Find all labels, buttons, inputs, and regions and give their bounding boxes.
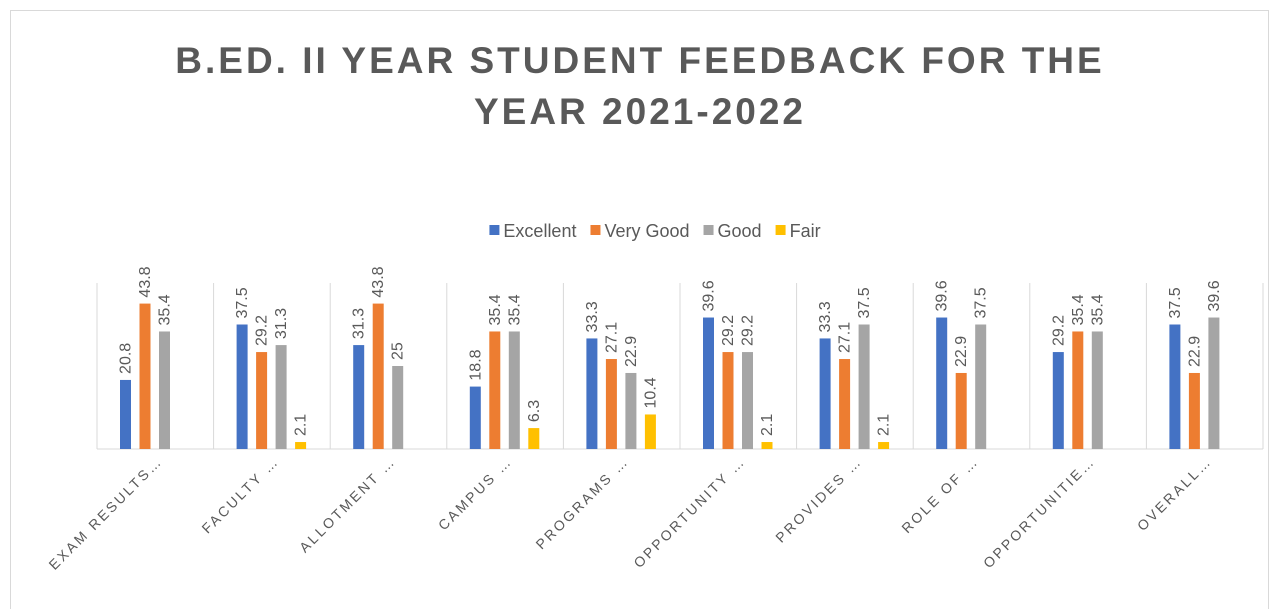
chart-border bbox=[10, 10, 1269, 609]
chart-title: B.ED. II YEAR STUDENT FEEDBACK FOR THE Y… bbox=[175, 40, 1105, 132]
data-label: 39.6 bbox=[1206, 280, 1223, 311]
bar bbox=[703, 317, 714, 449]
bar bbox=[644, 414, 656, 449]
bar bbox=[975, 324, 987, 449]
x-tick-label: PROGRAMS … bbox=[532, 453, 631, 552]
data-label: 33.3 bbox=[817, 301, 834, 332]
legend-swatch bbox=[775, 225, 786, 235]
data-label: 20.8 bbox=[118, 343, 135, 374]
data-label: 35.4 bbox=[1089, 294, 1106, 325]
x-tick-label: OPPORTUNITIE… bbox=[980, 453, 1098, 571]
bar bbox=[295, 442, 307, 449]
data-label: 29.2 bbox=[1050, 315, 1067, 346]
data-label: 33.3 bbox=[584, 301, 601, 332]
x-tick-label: EXAM RESULTS… bbox=[45, 453, 165, 573]
bar bbox=[275, 345, 287, 449]
data-label: 31.3 bbox=[351, 308, 368, 339]
data-label: 43.8 bbox=[137, 266, 154, 297]
bar bbox=[955, 372, 967, 449]
bar bbox=[625, 372, 637, 449]
data-label: 27.1 bbox=[837, 322, 854, 353]
bar bbox=[819, 338, 831, 449]
x-tick-label: OPPORTUNITY … bbox=[630, 453, 748, 571]
data-label: 37.5 bbox=[1167, 287, 1184, 318]
x-tick-label: OVERALL… bbox=[1134, 453, 1215, 534]
bar bbox=[159, 331, 170, 449]
data-label: 2.1 bbox=[876, 414, 893, 436]
bar bbox=[139, 303, 151, 449]
bar bbox=[1188, 372, 1200, 449]
data-label: 2.1 bbox=[293, 414, 310, 436]
bar bbox=[936, 317, 948, 449]
bar bbox=[489, 331, 501, 449]
bar bbox=[878, 442, 890, 449]
bar bbox=[742, 352, 753, 449]
data-label: 6.3 bbox=[526, 400, 543, 422]
bar bbox=[761, 442, 773, 449]
data-label: 37.5 bbox=[234, 287, 251, 318]
bar bbox=[839, 359, 851, 449]
data-label: 39.6 bbox=[934, 280, 951, 311]
data-label: 22.9 bbox=[953, 336, 970, 367]
x-tick-label: FACULTY … bbox=[198, 453, 282, 537]
bar bbox=[508, 331, 520, 449]
bar bbox=[372, 303, 384, 449]
data-label: 2.1 bbox=[759, 414, 776, 436]
bar bbox=[858, 324, 870, 449]
legend-label: Good bbox=[718, 221, 762, 241]
legend-label: Very Good bbox=[604, 221, 689, 241]
data-label: 22.9 bbox=[1186, 336, 1203, 367]
data-label: 29.2 bbox=[720, 315, 737, 346]
bar bbox=[1072, 331, 1084, 449]
legend-swatch bbox=[489, 225, 500, 235]
data-label: 18.8 bbox=[467, 349, 484, 380]
data-label: 25 bbox=[390, 342, 407, 360]
data-label: 35.4 bbox=[157, 294, 174, 325]
data-label: 31.3 bbox=[273, 308, 290, 339]
bar bbox=[236, 324, 248, 449]
bar bbox=[120, 379, 131, 449]
bar bbox=[605, 359, 617, 449]
data-label: 22.9 bbox=[623, 336, 640, 367]
bar bbox=[586, 338, 598, 449]
legend-swatch bbox=[703, 225, 714, 235]
bar bbox=[392, 366, 404, 449]
bar bbox=[528, 428, 540, 449]
data-label: 35.4 bbox=[1070, 294, 1087, 325]
data-label: 29.2 bbox=[254, 315, 271, 346]
data-label: 10.4 bbox=[642, 377, 659, 408]
data-label: 37.5 bbox=[973, 287, 990, 318]
x-tick-label: ALLOTMENT … bbox=[296, 453, 399, 556]
bar bbox=[256, 352, 268, 449]
data-label: 37.5 bbox=[856, 287, 873, 318]
bar bbox=[1052, 352, 1064, 449]
data-label: 35.4 bbox=[506, 294, 523, 325]
data-label: 29.2 bbox=[740, 315, 757, 346]
bar bbox=[1208, 317, 1220, 449]
bar bbox=[353, 345, 365, 449]
x-tick-label: ROLE OF … bbox=[898, 453, 981, 536]
data-label: 43.8 bbox=[370, 266, 387, 297]
data-label: 39.6 bbox=[701, 280, 718, 311]
bar bbox=[1091, 331, 1103, 449]
data-label: 35.4 bbox=[487, 294, 504, 325]
x-tick-label: PROVIDES … bbox=[772, 453, 865, 546]
legend-swatch bbox=[590, 225, 601, 235]
data-label: 27.1 bbox=[603, 322, 620, 353]
legend-label: Excellent bbox=[503, 221, 576, 241]
bar bbox=[722, 352, 734, 449]
legend-label: Fair bbox=[790, 221, 821, 241]
x-tick-label: CAMPUS … bbox=[435, 453, 515, 533]
bar bbox=[1169, 324, 1181, 449]
bar bbox=[469, 386, 481, 449]
